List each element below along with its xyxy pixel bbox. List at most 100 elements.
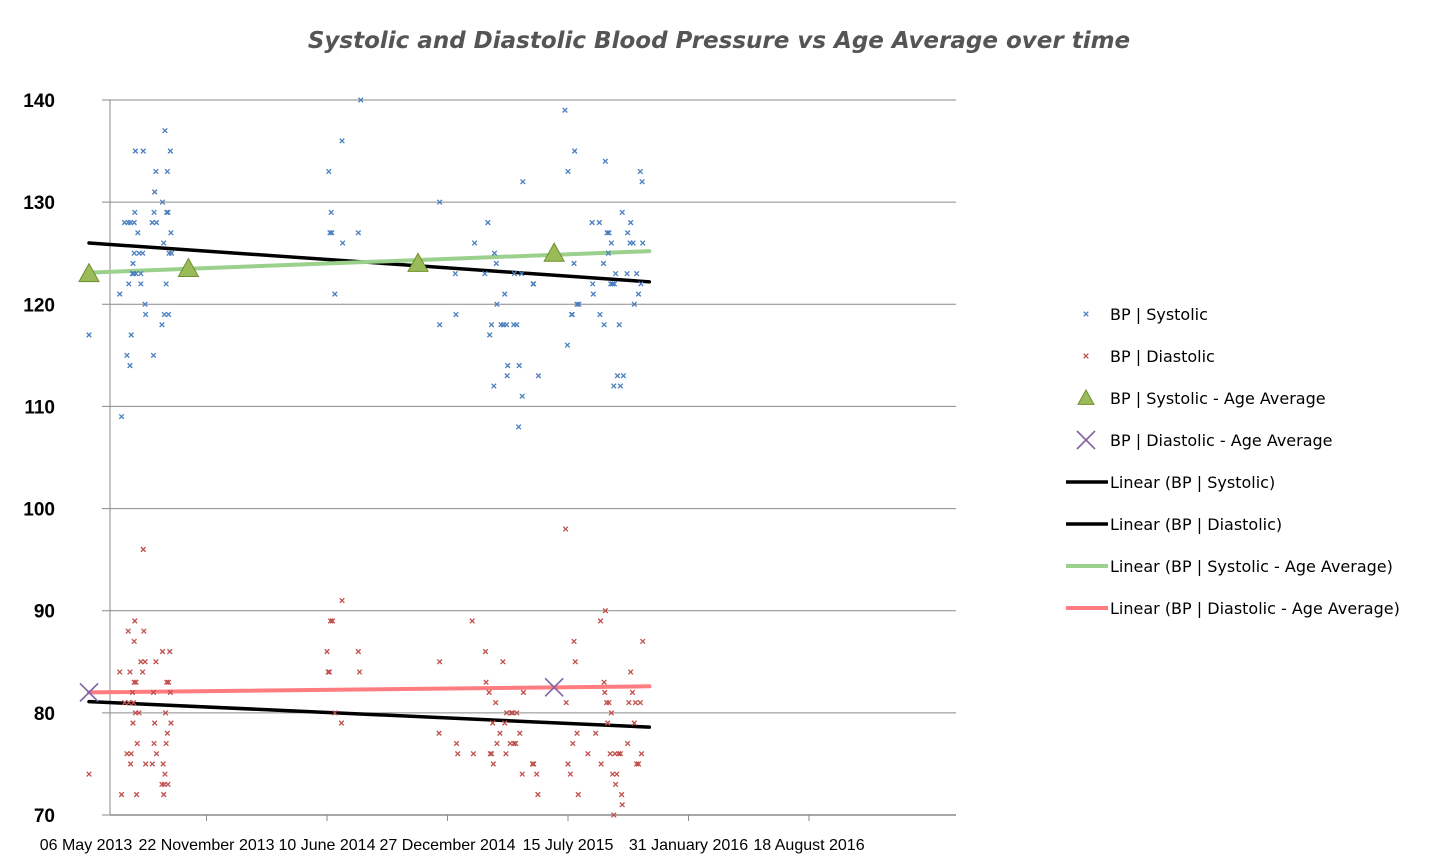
systolic-point <box>501 291 508 297</box>
systolic-point <box>637 168 644 175</box>
diastolic-point <box>520 689 527 696</box>
diastolic-point <box>626 699 632 706</box>
legend-entry: Linear (BP | Diastolic - Age Average) <box>1066 599 1400 618</box>
systolic-point <box>436 321 443 328</box>
systolic-point <box>151 189 158 195</box>
systolic-point <box>164 168 171 175</box>
legend-label: BP | Systolic - Age Average <box>1110 389 1326 408</box>
systolic-avg-point <box>407 252 429 272</box>
diastolic-point <box>129 689 136 696</box>
plot-area <box>78 97 652 818</box>
diastolic-point <box>339 597 345 604</box>
systolic-point <box>149 219 156 226</box>
diastolic-point <box>490 761 497 767</box>
diastolic-point <box>517 730 523 737</box>
systolic-point <box>600 260 607 267</box>
diastolic-point <box>329 618 336 624</box>
legend-label: Linear (BP | Systolic) <box>1110 473 1275 492</box>
systolic-point <box>165 209 171 216</box>
systolic-point <box>604 230 610 236</box>
systolic-point <box>167 148 174 154</box>
systolic-point <box>138 270 144 277</box>
systolic-point <box>165 311 172 318</box>
diastolic-point <box>470 750 477 757</box>
systolic-point <box>131 219 137 226</box>
trend-line-4 <box>87 684 652 695</box>
diastolic-point <box>125 628 131 634</box>
diastolic-point <box>482 648 489 655</box>
diastolic-point <box>324 648 330 655</box>
systolic-point <box>436 199 443 205</box>
systolic-point <box>131 250 137 256</box>
legend-entry: BP | Systolic - Age Average <box>1077 388 1326 408</box>
systolic-point <box>139 250 146 256</box>
trend-line-2 <box>87 699 652 729</box>
systolic-point <box>611 281 618 287</box>
legend: BP | Systolic BP | Diastolic BP | Systolic… <box>1066 305 1400 618</box>
legend-label: Linear (BP | Diastolic - Age Average) <box>1110 599 1400 618</box>
x-tick-label: 22 November 2013 <box>138 837 274 854</box>
systolic-point <box>606 230 612 236</box>
diastolic-point <box>608 710 615 716</box>
diastolic-point <box>605 720 611 726</box>
diastolic-point <box>150 689 157 696</box>
x-tick-label: 10 June 2014 <box>279 837 376 854</box>
diastolic-point <box>618 791 625 798</box>
diastolic-avg-point <box>544 677 564 697</box>
y-tick-label: 140 <box>23 91 55 112</box>
systolic-point <box>132 209 138 216</box>
diastolic-point <box>609 771 616 777</box>
diastolic-point <box>124 750 130 757</box>
diastolic-point <box>575 791 582 798</box>
diastolic-point <box>166 648 173 655</box>
systolic-point <box>326 168 332 175</box>
diastolic-point <box>163 679 170 685</box>
diastolic-point <box>131 638 137 645</box>
diastolic-point <box>519 771 525 777</box>
systolic-point <box>493 260 500 267</box>
diastolic-point <box>627 669 634 675</box>
diastolic-point <box>617 750 624 757</box>
systolic-point <box>589 219 595 226</box>
systolic-point <box>485 219 491 226</box>
systolic-point <box>328 209 334 216</box>
systolic-point <box>627 219 634 226</box>
diastolic-point <box>500 659 506 665</box>
x-tick-label: 18 August 2016 <box>753 837 864 854</box>
diastolic-point <box>160 791 167 798</box>
diastolic-point <box>151 740 157 747</box>
diastolic-point <box>486 689 492 696</box>
systolic-point <box>596 219 603 226</box>
diastolic-point <box>483 679 489 685</box>
systolic-point <box>339 138 345 144</box>
systolic-point <box>494 301 500 308</box>
diastolic-point <box>633 761 640 767</box>
diastolic-point <box>606 699 612 706</box>
systolic-point <box>571 148 578 154</box>
systolic-point <box>126 281 132 287</box>
systolic-point <box>518 270 525 277</box>
diastolic-point <box>325 669 331 675</box>
systolic-point <box>153 168 159 175</box>
systolic-point <box>589 281 596 287</box>
systolic-point <box>161 311 168 318</box>
diastolic-point <box>142 659 148 665</box>
legend-marker <box>1076 430 1096 450</box>
systolic-point <box>617 383 624 389</box>
diastolic-point <box>562 526 569 532</box>
systolic-point <box>488 321 495 328</box>
x-tick-label: 31 January 2016 <box>629 837 748 854</box>
systolic-point <box>616 321 622 328</box>
systolic-point <box>504 362 511 369</box>
systolic-point <box>612 270 619 277</box>
systolic-point <box>133 270 139 277</box>
diastolic-point <box>469 618 475 624</box>
diastolic-point <box>612 781 619 788</box>
systolic-point <box>633 270 640 277</box>
legend-entry: BP | Diastolic <box>1083 347 1215 366</box>
systolic-point <box>503 321 510 328</box>
diastolic-point <box>488 750 495 757</box>
diastolic-point <box>133 679 139 685</box>
diastolic-point <box>128 750 134 757</box>
